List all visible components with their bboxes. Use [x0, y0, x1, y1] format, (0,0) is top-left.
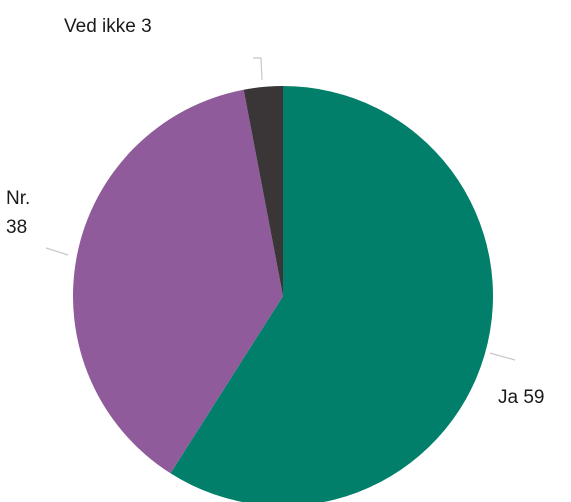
label-ved-ikke: Ved ikke 3 [64, 16, 152, 37]
pie-slices [72, 86, 493, 502]
leader-line-nr [45, 247, 69, 256]
label-nr-line1: Nr. [6, 188, 30, 209]
leader-line-ved-ikke [253, 57, 263, 81]
label-nr-line2: 38 [6, 217, 27, 238]
pie-slice-ja [170, 86, 493, 502]
pie-slice-ved-ikke [243, 86, 283, 296]
leader-line-ja [489, 352, 516, 361]
label-ja: Ja 59 [498, 387, 544, 408]
pie-slice-nr [72, 89, 283, 474]
